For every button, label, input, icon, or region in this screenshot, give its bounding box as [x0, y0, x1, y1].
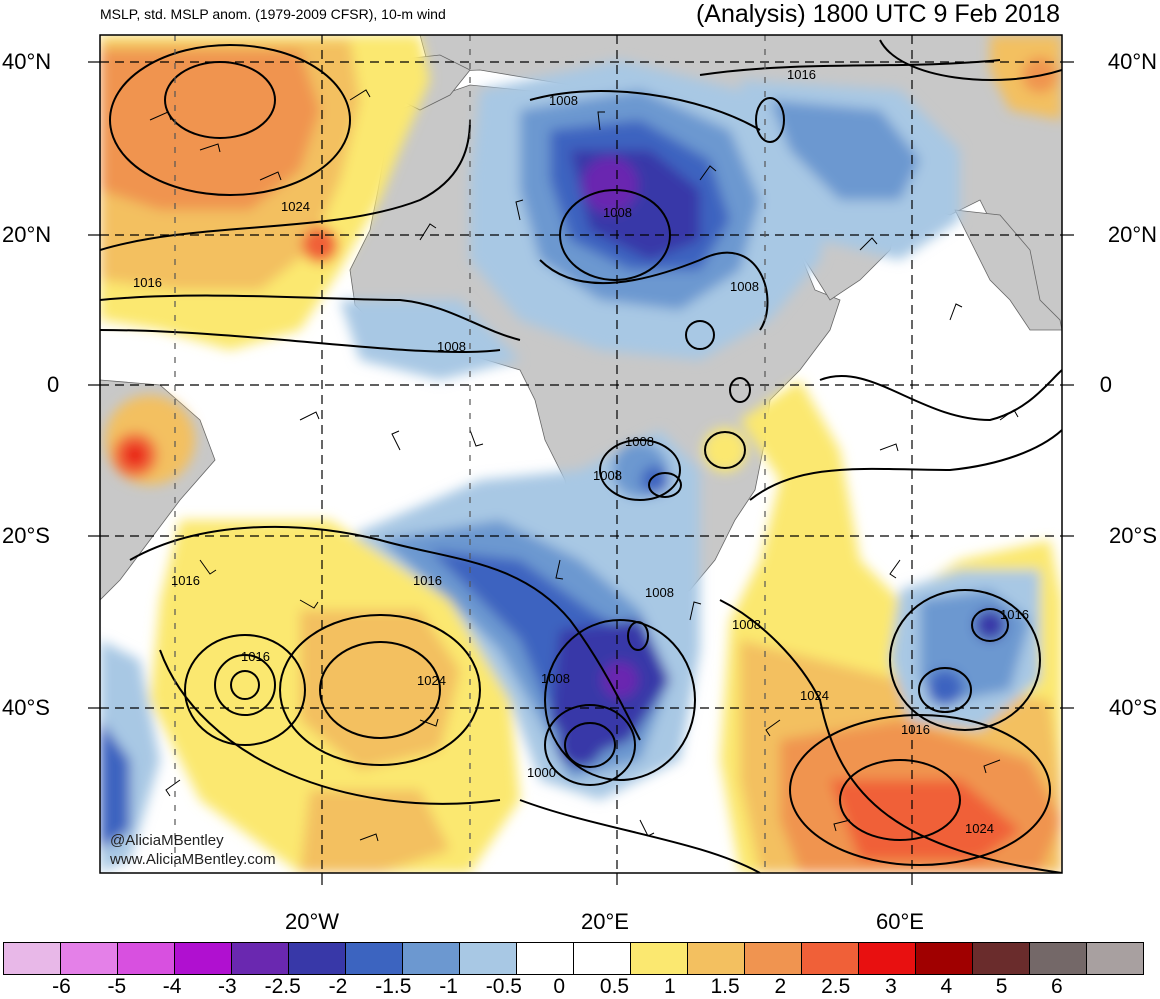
colorbar-label: -1.5 — [375, 975, 412, 998]
isobar-label: 1024 — [281, 199, 310, 214]
lat-label-40s-right: 40°S — [1109, 695, 1157, 720]
colorbar-swatch — [630, 942, 688, 975]
isobar-label: 1024 — [800, 688, 829, 703]
colorbar-label: 4 — [940, 975, 953, 998]
colorbar-label: -0.5 — [485, 975, 522, 998]
lat-label-20n-right: 20°N — [1107, 222, 1157, 247]
isobar-label: 1016 — [1000, 607, 1029, 622]
lat-label-40s: 40°S — [2, 695, 50, 720]
colorbar-label: 5 — [995, 975, 1008, 998]
colorbar-swatch — [516, 942, 574, 975]
colorbar-swatch — [744, 942, 802, 975]
lon-label-20w: 20°W — [285, 909, 340, 934]
credit-handle: @AliciaMBentley — [110, 832, 224, 849]
lat-label-20s: 20°S — [2, 523, 50, 548]
colorbar-label: 6 — [1051, 975, 1063, 998]
colorbar-label: 3 — [885, 975, 897, 998]
isobar-label: 1008 — [437, 339, 466, 354]
colorbar-swatch — [3, 942, 61, 975]
colorbar-label: 1 — [663, 975, 676, 998]
isobar-label: 1008 — [541, 671, 570, 686]
graticule — [100, 35, 1062, 873]
colorbar-label: -6 — [52, 975, 71, 998]
colorbar-label: 2.5 — [821, 975, 851, 998]
colorbar-swatch — [858, 942, 916, 975]
colorbar-label: -2 — [328, 975, 348, 998]
isobar-label: 1008 — [549, 93, 578, 108]
map-title-right: (Analysis) 1800 UTC 9 Feb 2018 — [695, 0, 1060, 28]
lat-label-eq: 0 — [47, 372, 60, 397]
colorbar-label: 0 — [553, 975, 566, 998]
colorbar-label: -5 — [107, 975, 127, 998]
colorbar-swatch — [459, 942, 517, 975]
lat-label-40n-right: 40°N — [1107, 49, 1157, 74]
colorbar-swatch — [972, 942, 1030, 975]
colorbar-swatch — [174, 942, 232, 975]
isobar-label: 1008 — [730, 279, 759, 294]
colorbar-swatch — [60, 942, 118, 975]
colorbar-label: -1 — [439, 975, 458, 998]
anomaly-shading — [100, 35, 1062, 873]
wind-barbs — [149, 89, 1019, 842]
lat-label-40n: 40°N — [2, 49, 52, 74]
colorbar-swatch — [1029, 942, 1087, 975]
isobar-label: 1008 — [732, 617, 761, 632]
credit-url: www.AliciaMBentley.com — [110, 851, 276, 868]
lat-label-eq-right: 0 — [1099, 372, 1112, 397]
isobar-label: 1016 — [901, 722, 930, 737]
map-frame — [99, 34, 1063, 874]
isobar-label: 1016 — [241, 649, 270, 664]
colorbar-swatch — [573, 942, 631, 975]
isobar-label: 1016 — [787, 67, 816, 82]
isobar-label: 1016 — [413, 573, 442, 588]
isobar-label: 1024 — [417, 673, 446, 688]
colorbar — [3, 942, 1144, 975]
colorbar-label: 1.5 — [710, 975, 740, 998]
isobar-labels: 1016 1008 1024 1016 1008 1008 1008 1008 … — [133, 67, 1029, 836]
colorbar-label: -4 — [162, 975, 182, 998]
isobar-label: 1008 — [625, 434, 654, 449]
isobar-label: 1024 — [965, 821, 994, 836]
isobar-label: 1008 — [645, 585, 674, 600]
colorbar-label: -3 — [218, 975, 237, 998]
isobar-label: 1008 — [593, 468, 622, 483]
colorbar-swatch — [288, 942, 346, 975]
isobar-label: 1000 — [527, 765, 556, 780]
isobar-label: 1016 — [171, 573, 200, 588]
lon-label-60e: 60°E — [876, 909, 924, 934]
colorbar-label: 0.5 — [599, 975, 630, 998]
isobar-contours — [100, 39, 1062, 873]
colorbar-label: -2.5 — [264, 975, 301, 998]
colorbar-swatch — [687, 942, 745, 975]
colorbar-swatch — [1086, 942, 1144, 975]
colorbar-swatch — [345, 942, 403, 975]
colorbar-swatch — [117, 942, 175, 975]
isobar-label: 1008 — [603, 205, 632, 220]
axis-ticks — [88, 61, 1074, 885]
lat-label-20n: 20°N — [2, 222, 52, 247]
isobar-label: 1016 — [133, 275, 162, 290]
colorbar-swatch — [915, 942, 973, 975]
colorbar-swatch — [402, 942, 460, 975]
lat-label-20s-right: 20°S — [1109, 523, 1157, 548]
lon-label-20e: 20°E — [581, 909, 629, 934]
colorbar-swatch — [801, 942, 859, 975]
colorbar-swatch — [231, 942, 289, 975]
colorbar-label: 2 — [774, 975, 787, 998]
map-title-left: MSLP, std. MSLP anom. (1979-2009 CFSR), … — [100, 6, 446, 22]
